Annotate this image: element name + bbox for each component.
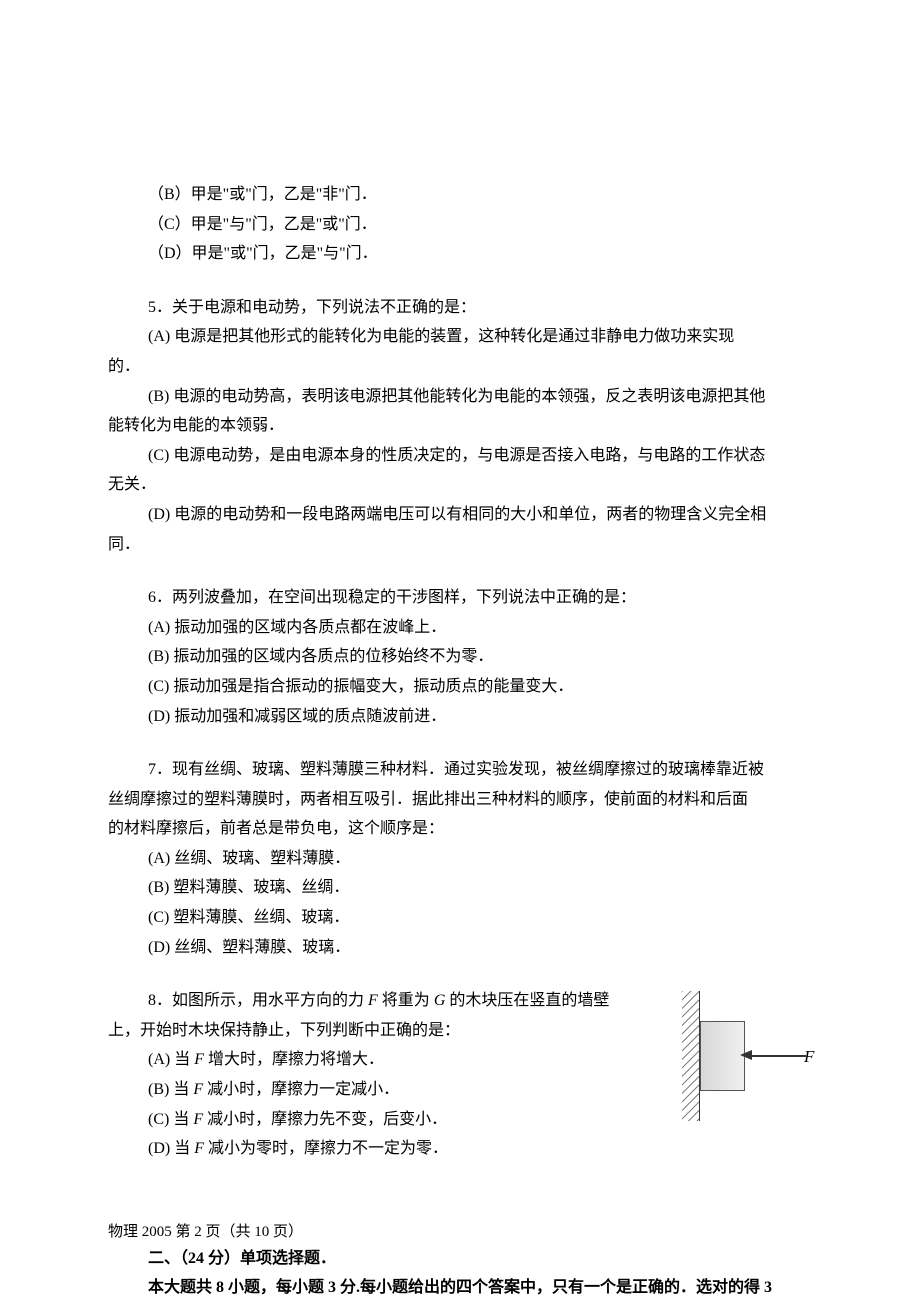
q6-option-a: (A) 振动加强的区域内各质点都在波峰上． — [108, 613, 812, 643]
q7-option-a: (A) 丝绸、玻璃、塑料薄膜． — [108, 844, 812, 874]
q8-option-b: (B) 当 F 减小时，摩擦力一定减小． — [108, 1075, 663, 1105]
q8-figure-wall — [682, 991, 700, 1121]
q8-c-pre: (C) 当 — [148, 1111, 193, 1128]
q8-figure-arrow-head — [740, 1050, 752, 1060]
section2-description: 本大题共 8 小题，每小题 3 分.每小题给出的四个答案中，只有一个是正确的．选… — [108, 1273, 812, 1303]
q8-a-pre: (A) 当 — [148, 1051, 194, 1068]
q8-option-a: (A) 当 F 增大时，摩擦力将增大． — [108, 1045, 663, 1075]
q8-figure-block — [700, 1021, 745, 1091]
q8-c-var-f: F — [193, 1111, 203, 1128]
q8-option-d: (D) 当 F 减小为零时，摩擦力不一定为零． — [108, 1134, 663, 1164]
page-footer: 物理 2005 第 2 页（共 10 页） — [108, 1219, 303, 1247]
q8-var-f1: F — [368, 992, 378, 1009]
q8-b-pre: (B) 当 — [148, 1081, 193, 1098]
q5-option-d-line2: 同． — [108, 530, 812, 560]
q7-stem-line1: 7．现有丝绸、玻璃、塑料薄膜三种材料．通过实验发现，被丝绸摩擦过的玻璃棒靠近被 — [108, 755, 812, 785]
q5-option-c-line1: (C) 电源电动势，是由电源本身的性质决定的，与电源是否接入电路，与电路的工作状… — [108, 441, 812, 471]
q6-option-c: (C) 振动加强是指合振动的振幅变大，振动质点的能量变大． — [108, 672, 812, 702]
q8-c-post: 减小时，摩擦力先不变，后变小． — [203, 1111, 447, 1128]
q4-option-c: （C）甲是"与"门，乙是"或"门． — [108, 210, 812, 240]
q8-a-var-f: F — [194, 1051, 204, 1068]
q7-option-c: (C) 塑料薄膜、丝绸、玻璃． — [108, 903, 812, 933]
q5-stem: 5．关于电源和电动势，下列说法不正确的是： — [108, 293, 812, 323]
q6-option-b: (B) 振动加强的区域内各质点的位移始终不为零． — [108, 642, 812, 672]
q6-option-d: (D) 振动加强和减弱区域的质点随波前进． — [108, 702, 812, 732]
q8-option-c: (C) 当 F 减小时，摩擦力先不变，后变小． — [108, 1105, 663, 1135]
section2-header: 二、（24 分）单项选择题． — [108, 1244, 812, 1274]
q8-d-post: 减小为零时，摩擦力不一定为零． — [204, 1140, 448, 1157]
q4-option-d: （D）甲是"或"门，乙是"与"门． — [108, 239, 812, 269]
q8-stem-line1: 8．如图所示，用水平方向的力 F 将重为 G 的木块压在竖直的墙壁 — [108, 986, 663, 1016]
q7-stem-line2: 丝绸摩擦过的塑料薄膜时，两者相互吸引．据此排出三种材料的顺序，使前面的材料和后面 — [108, 785, 812, 815]
q5-option-c-line2: 无关． — [108, 470, 812, 500]
q5-option-d-line1: (D) 电源的电动势和一段电路两端电压可以有相同的大小和单位，两者的物理含义完全… — [108, 500, 812, 530]
page-content: （B）甲是"或"门，乙是"非"门． （C）甲是"与"门，乙是"或"门． （D）甲… — [108, 180, 812, 1303]
q8-a-post: 增大时，摩擦力将增大． — [204, 1051, 384, 1068]
q8-stem-mid2: 的木块压在竖直的墙壁 — [445, 992, 609, 1009]
q8-figure-arrow-line — [746, 1055, 806, 1057]
q8-d-var-f: F — [194, 1140, 204, 1157]
q8-d-pre: (D) 当 — [148, 1140, 194, 1157]
q8-figure: F — [682, 991, 817, 1121]
q8-b-post: 减小时，摩擦力一定减小． — [203, 1081, 399, 1098]
q8-stem-pre: 8．如图所示，用水平方向的力 — [148, 992, 368, 1009]
q8-stem-line2: 上，开始时木块保持静止，下列判断中正确的是： — [108, 1016, 663, 1046]
q7-stem-line3: 的材料摩擦后，前者总是带负电，这个顺序是： — [108, 814, 812, 844]
q8-figure-force-label: F — [804, 1041, 814, 1072]
q7-option-d: (D) 丝绸、塑料薄膜、玻璃． — [108, 933, 812, 963]
q8-var-g: G — [434, 992, 446, 1009]
q8-b-var-f: F — [193, 1081, 203, 1098]
q8-stem-mid1: 将重为 — [378, 992, 434, 1009]
q5-option-b-line1: (B) 电源的电动势高，表明该电源把其他能转化为电能的本领强，反之表明该电源把其… — [108, 382, 812, 412]
q5-option-a-line2: 的． — [108, 352, 812, 382]
q5-option-b-line2: 能转化为电能的本领弱． — [108, 411, 812, 441]
q8-wrapper: F 8．如图所示，用水平方向的力 F 将重为 G 的木块压在竖直的墙壁 上，开始… — [108, 986, 812, 1164]
q6-stem: 6．两列波叠加，在空间出现稳定的干涉图样，下列说法中正确的是： — [108, 583, 812, 613]
q4-option-b: （B）甲是"或"门，乙是"非"门． — [108, 180, 812, 210]
q7-option-b: (B) 塑料薄膜、玻璃、丝绸． — [108, 873, 812, 903]
q5-option-a-line1: (A) 电源是把其他形式的能转化为电能的装置，这种转化是通过非静电力做功来实现 — [108, 322, 812, 352]
